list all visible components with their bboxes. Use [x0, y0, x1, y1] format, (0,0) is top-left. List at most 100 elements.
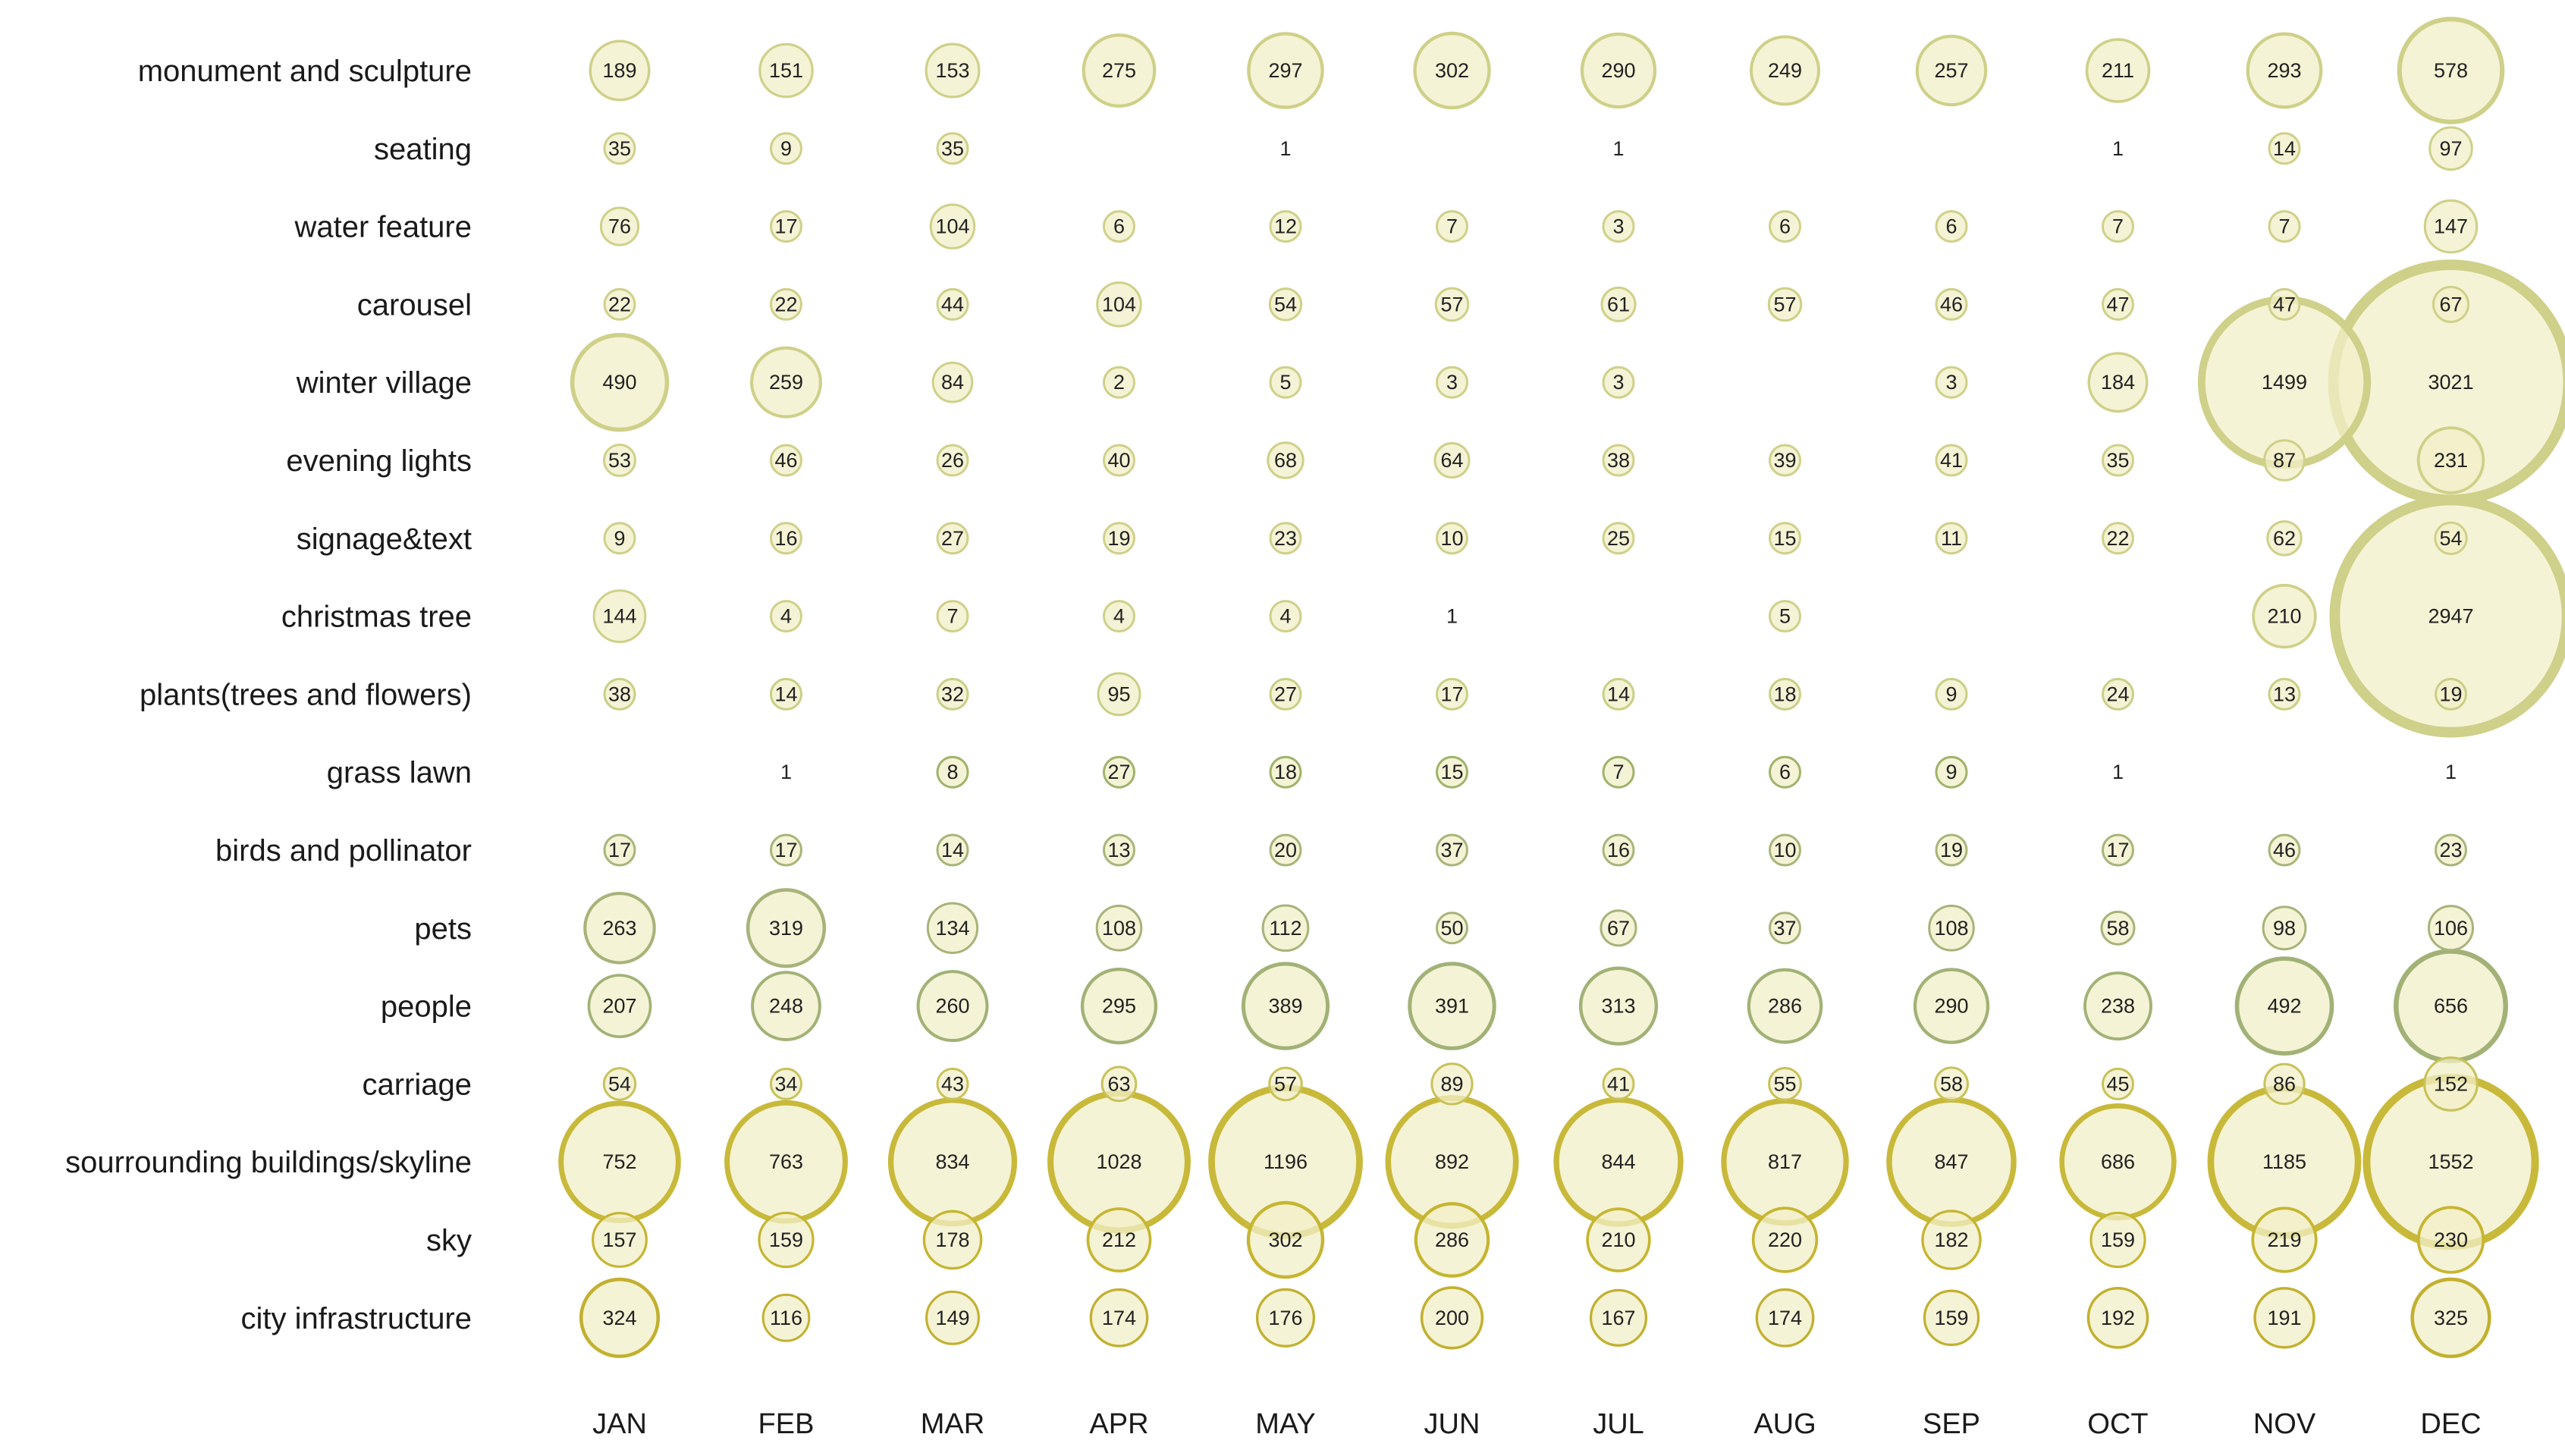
data-label: 53 — [608, 449, 631, 472]
data-label: 17 — [2106, 839, 2129, 861]
data-label: 178 — [935, 1228, 969, 1251]
data-label: 4 — [1113, 605, 1125, 628]
bubble-circle — [2268, 287, 2301, 321]
column-label-jan: JAN — [592, 1408, 647, 1440]
data-label: 257 — [1934, 59, 1968, 82]
bubble-circle — [2410, 1277, 2491, 1358]
bubble-circle — [1436, 522, 1468, 555]
bubble-carousel-may: 54 — [1268, 287, 1303, 322]
data-label: 147 — [2434, 215, 2468, 238]
bubble-evening-lights-sep: 41 — [1935, 444, 1968, 477]
data-label: 27 — [1274, 682, 1297, 705]
bubble-sourrounding-buildings-skyline-sep: 847 — [1886, 1097, 2017, 1227]
row-label: seating — [374, 133, 472, 166]
bubble-christmas-tree-dec: 2947 — [2329, 494, 2565, 738]
bubble-carousel-nov: 47 — [2268, 287, 2301, 321]
bubble-circle — [770, 287, 802, 321]
bubble-circle — [2251, 1207, 2318, 1273]
bubble-sky-aug: 220 — [1751, 1207, 1819, 1273]
data-label: 12 — [1274, 215, 1297, 238]
bubble-circle — [1935, 755, 1968, 789]
data-label: 174 — [1768, 1307, 1802, 1329]
bubble-circle — [1600, 286, 1637, 322]
bubble-winter-village-sep: 3 — [1935, 366, 1968, 399]
bubble-city-infrastructure-nov: 191 — [2253, 1287, 2315, 1349]
bubble-evening-lights-jan: 53 — [602, 443, 637, 478]
bubble-circle — [1769, 444, 1801, 477]
row-labels: monument and sculpture seating water featu… — [65, 55, 472, 1335]
bubble-signage-text-sep: 11 — [1935, 522, 1968, 555]
bubble-circle — [2102, 833, 2134, 867]
bubble-winter-village-jun: 3 — [1436, 366, 1468, 399]
bubble-circle — [761, 1293, 811, 1342]
bubble-circle — [1269, 755, 1302, 789]
data-label: 14 — [774, 682, 797, 705]
bubble-evening-lights-mar: 26 — [936, 444, 969, 477]
bubble-evening-lights-nov: 87 — [2263, 439, 2306, 482]
bubble-circle — [1767, 287, 1803, 322]
bubble-circle — [2435, 677, 2467, 711]
data-label: 68 — [1274, 449, 1297, 472]
bubble-grass-lawn-jun: 15 — [1436, 755, 1468, 789]
data-label: 63 — [1107, 1072, 1130, 1095]
data-label: 159 — [1934, 1307, 1968, 1329]
data-label: 16 — [1607, 839, 1630, 861]
bubble-city-infrastructure-feb: 116 — [761, 1293, 811, 1342]
bubble-pets-jan: 263 — [583, 892, 656, 965]
bubble-grass-lawn-feb: 1 — [780, 761, 792, 783]
data-label: 144 — [602, 605, 636, 628]
bubble-circle — [1246, 1200, 1325, 1279]
data-label: 6 — [1945, 215, 1957, 238]
bubble-grass-lawn-sep: 9 — [1935, 755, 1968, 789]
bubble-birds-and-pollinator-nov: 46 — [2268, 833, 2301, 867]
data-label: 95 — [1107, 682, 1130, 705]
data-label: 47 — [2106, 293, 2129, 315]
bubble-people-sep: 290 — [1913, 968, 1990, 1044]
bubble-circle — [1600, 909, 1637, 947]
data-label: 23 — [2439, 839, 2462, 861]
column-labels: JAN FEB MAR APR MAY JUN JUL AUG SEP OCT NOV DEC — [592, 1408, 2482, 1440]
data-label: 263 — [602, 917, 636, 940]
bubble-circle — [2427, 905, 2475, 952]
bubble-circle — [1433, 441, 1471, 479]
bubble-sourrounding-buildings-skyline-aug: 817 — [1721, 1097, 1849, 1226]
data-label: 302 — [1268, 1228, 1302, 1251]
bubble-birds-and-pollinator-sep: 19 — [1935, 833, 1968, 867]
bubble-seating-dec: 97 — [2428, 126, 2473, 171]
column-label-jul: JUL — [1593, 1408, 1644, 1440]
bubble-circle — [770, 210, 802, 243]
bubble-carriage-jul: 41 — [1602, 1067, 1635, 1100]
bubble-circle — [1100, 1065, 1138, 1103]
bubble-sky-feb: 159 — [758, 1211, 815, 1269]
bubble-people-mar: 260 — [916, 970, 989, 1043]
bubble-circle — [1082, 33, 1157, 108]
bubble-circle — [1586, 1207, 1651, 1272]
data-label: 14 — [1607, 682, 1630, 705]
data-label: 656 — [2434, 995, 2468, 1018]
bubble-circle — [1269, 522, 1302, 555]
bubble-circle — [751, 971, 821, 1042]
data-label: 1196 — [1264, 1150, 1308, 1173]
bubble-monument-and-sculpture-may: 297 — [1247, 32, 1324, 109]
data-label: 151 — [769, 59, 803, 82]
bubble-circle — [1103, 522, 1135, 555]
bubble-circle — [1928, 904, 1975, 952]
bubble-birds-and-pollinator-dec: 23 — [2435, 833, 2467, 867]
bubble-circle — [1241, 962, 1330, 1050]
data-label: 152 — [2434, 1072, 2468, 1095]
bubble-carriage-apr: 63 — [1100, 1065, 1138, 1103]
bubble-evening-lights-apr: 40 — [1103, 444, 1135, 477]
bubble-circle — [2416, 426, 2485, 494]
data-label: 9 — [614, 527, 625, 550]
bubble-circle — [1097, 672, 1141, 717]
row-label: grass lawn — [327, 756, 472, 789]
bubble-circle — [1089, 1288, 1149, 1348]
data-label: 389 — [1268, 995, 1302, 1018]
data-label: 752 — [602, 1150, 636, 1173]
bubble-signage-text-jan: 9 — [603, 522, 636, 555]
bubble-winter-village-jul: 3 — [1602, 366, 1635, 399]
bubble-people-oct: 238 — [2083, 971, 2152, 1041]
bubble-carriage-may: 57 — [1268, 1066, 1303, 1102]
data-label: 153 — [935, 59, 969, 82]
data-label: 207 — [602, 995, 636, 1018]
